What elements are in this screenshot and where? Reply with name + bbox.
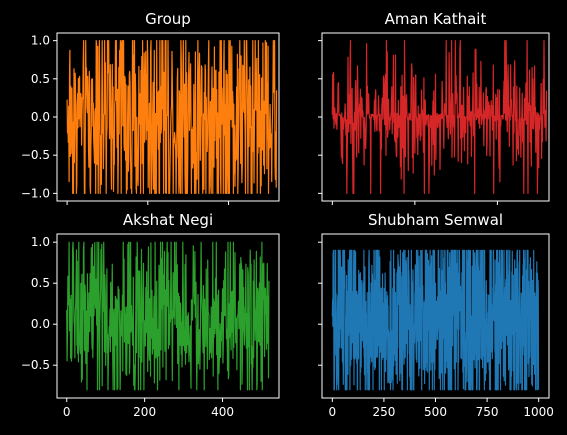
subplot-title: Aman Kathait <box>385 10 487 28</box>
subplot-title: Akshat Negi <box>123 211 213 229</box>
y-tick-label: −0.5 <box>21 148 50 162</box>
x-tick-label: 1000 <box>523 405 554 419</box>
subplot-title: Group <box>145 10 191 28</box>
y-tick-label: 1.0 <box>31 34 50 48</box>
x-tick-label: 400 <box>211 405 234 419</box>
plot-border <box>56 233 280 399</box>
series-line <box>66 241 270 391</box>
subplot-2: Aman Kathait <box>318 10 550 205</box>
y-tick-label: −0.5 <box>21 358 50 372</box>
x-tick-label: 250 <box>372 405 395 419</box>
y-tick-label: 1.0 <box>31 235 50 249</box>
y-tick-label: 0.5 <box>31 72 50 86</box>
x-tick-label: 0 <box>328 405 336 419</box>
x-tick-label: 200 <box>133 405 156 419</box>
subplot-3: Akshat Negi −0.5 0.0 0.5 1.0 0 200 400 <box>21 211 280 419</box>
y-tick-label: 0.0 <box>31 110 50 124</box>
subplot-title: Shubham Semwal <box>368 211 503 229</box>
series-line <box>66 39 278 194</box>
series-line <box>331 39 548 194</box>
x-tick-label: 500 <box>424 405 447 419</box>
subplot-4: Shubham Semwal 0 250 500 750 1000 <box>318 211 554 419</box>
y-tick-label: 0.0 <box>31 317 50 331</box>
y-tick-label: 0.5 <box>31 276 50 290</box>
x-tick-label: 0 <box>63 405 71 419</box>
series-line <box>331 249 540 391</box>
y-tick-label: −1.0 <box>21 186 50 200</box>
x-tick-label: 750 <box>476 405 499 419</box>
subplot-1: Group −1.0 −0.5 0.0 0.5 1.0 <box>21 10 280 205</box>
